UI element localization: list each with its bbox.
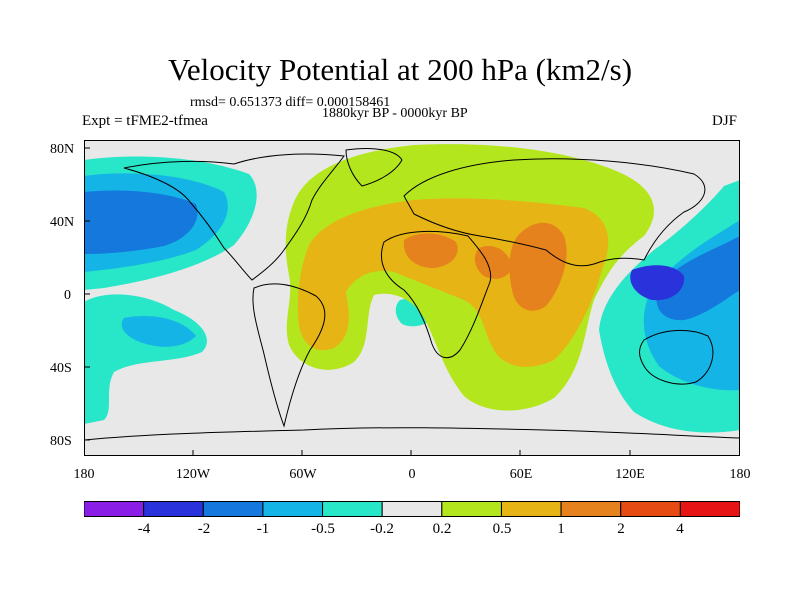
south-america-outline [252, 283, 326, 428]
greenland-outline [345, 147, 403, 187]
colorbar-label-0.5: 0.5 [492, 521, 512, 537]
colorbar-swatch [84, 501, 145, 517]
colorbar-label-neg0.2: -0.2 [370, 521, 394, 537]
x-label-0: 0 [408, 467, 416, 482]
colorbar-swatch [620, 501, 681, 517]
colorbar-label-0.2: 0.2 [432, 521, 452, 537]
x-label-60e: 60E [509, 467, 533, 482]
y-label-80n: 80N [50, 142, 75, 157]
contour-pacific-neg-1 [84, 190, 198, 254]
north-america-outline [123, 153, 345, 281]
colorbar-label-neg4: -4 [137, 521, 151, 537]
colorbar-label-neg1: -1 [256, 521, 270, 537]
colorbar-swatch [322, 501, 383, 517]
y-label-40s: 40S [50, 361, 72, 376]
eurasia-outline [403, 158, 706, 267]
colorbar-swatch [500, 501, 562, 517]
y-label-40n: 40N [50, 215, 75, 230]
axis-ticks [84, 147, 631, 456]
experiment-label: Expt = tFME2-tfmea [82, 113, 208, 129]
contour-wpac-neg-2 [630, 265, 685, 301]
coastlines [84, 147, 740, 441]
colorbar-swatch [262, 501, 324, 517]
australia-outline [639, 329, 714, 385]
colorbar-label-4: 4 [676, 521, 684, 537]
antarctica-outline [84, 427, 740, 441]
season-label: DJF [712, 113, 738, 129]
x-label-180w: 180 [73, 467, 95, 482]
colorbar-label-neg2: -2 [197, 521, 211, 537]
contour-wpac-neg-1 [656, 236, 740, 321]
x-label-120e: 120E [615, 467, 645, 482]
colorbar-swatch [381, 501, 443, 517]
y-label-equator: 0 [64, 288, 71, 303]
stats-label: rmsd= 0.651373 diff= 0.000158461 [190, 95, 391, 110]
colorbar-label-neg0.5: -0.5 [311, 521, 335, 537]
y-label-80s: 80S [50, 434, 72, 449]
colorbar-label-1: 1 [557, 521, 565, 537]
contour-south-pacific-neg-0.5 [121, 316, 196, 347]
colorbar-swatch [679, 501, 740, 517]
colorbar-swatch [441, 501, 502, 517]
x-label-120w: 120W [175, 467, 211, 482]
velocity-potential-map [84, 140, 740, 456]
colorbar [84, 501, 740, 517]
colorbar-swatch [560, 501, 622, 517]
contour-positive-1-africa [403, 233, 458, 268]
x-label-60w: 60W [289, 467, 317, 482]
period-label: 1880kyr BP - 0000kyr BP [322, 106, 468, 121]
contour-positive-1-africa-east [474, 246, 512, 279]
colorbar-swatch [143, 501, 204, 517]
colorbar-swatch [202, 501, 264, 517]
plot-title: Velocity Potential at 200 hPa (km2/s) [167, 52, 633, 87]
colorbar-label-2: 2 [617, 521, 625, 537]
africa-outline [381, 230, 492, 359]
x-label-180e: 180 [729, 467, 751, 482]
map-frame [84, 140, 740, 456]
